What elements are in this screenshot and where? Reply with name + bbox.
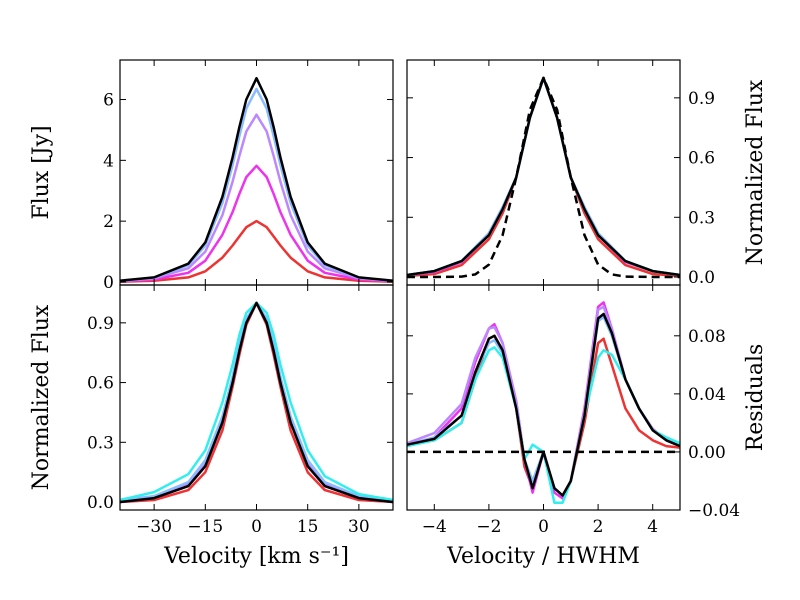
x-axis-label: Velocity / HWHM [446, 544, 640, 569]
series-line-violet-2 [119, 301, 394, 502]
reference-line-black-6 [407, 76, 680, 279]
axes-frame [406, 284, 681, 511]
series-line-magenta-1 [119, 301, 394, 504]
y-tick-label: 0.9 [688, 89, 715, 109]
y-tick-label: 0.0 [688, 268, 715, 288]
series-line-red-0 [119, 219, 394, 283]
y-tick-label: 0.0 [87, 493, 114, 513]
y-axis-label: Flux [Jy] [29, 125, 54, 219]
y-tick-label: 0.3 [688, 208, 715, 228]
y-tick-label: 0.9 [87, 314, 114, 334]
axes-frame [406, 59, 681, 286]
panel-tl: 0 2 4 6 Flux [Jy] [29, 59, 394, 293]
y-tick-label: 4 [103, 151, 114, 171]
y-tick-label: 6 [103, 91, 114, 111]
x-tick-label: −2 [476, 517, 501, 537]
y-axis-label: Residuals [743, 344, 768, 452]
panel-br: −0.04 0.00 0.04 0.08 −4 −2 0 2 4 Residuals Velocit… [406, 284, 768, 569]
x-tick-label: 0 [251, 517, 262, 537]
y-tick-label: 0 [103, 273, 114, 293]
series-line-cyan-4 [406, 76, 681, 277]
series-line-violet-2 [406, 305, 681, 497]
axes-frame [119, 284, 394, 511]
series-line-black-5 [406, 76, 681, 277]
series-line-red-0 [119, 301, 394, 504]
y-tick-label: 0.04 [688, 385, 726, 405]
series-line-red-0 [406, 76, 681, 278]
x-tick-label: −4 [422, 517, 447, 537]
series-line-black-4 [119, 76, 394, 282]
x-tick-label: −30 [136, 517, 172, 537]
x-tick-label: 4 [647, 517, 658, 537]
series-line-cyan-4 [119, 301, 394, 502]
y-axis-label: Normalized Flux [29, 304, 54, 490]
x-tick-label: 0 [538, 517, 549, 537]
series-line-black-5 [406, 312, 681, 497]
panel-bl: 0.0 0.3 0.6 0.9 −30 −15 0 15 30 Normalized Flux Ve… [29, 284, 394, 569]
series-line-magenta-1 [406, 301, 681, 500]
y-tick-label: 0.00 [688, 443, 726, 463]
x-tick-label: 15 [297, 517, 319, 537]
y-tick-label: 0.3 [87, 433, 114, 453]
series-line-lightblue-3 [119, 87, 394, 282]
y-axis-label: Normalized Flux [743, 79, 768, 265]
x-axis-label: Velocity [km s⁻¹] [163, 544, 349, 569]
series-line-red-0 [406, 334, 681, 497]
series-line-lightblue-3 [119, 301, 394, 502]
series-line-magenta-1 [406, 76, 681, 277]
y-tick-label: 2 [103, 212, 114, 232]
axes-frame [119, 59, 394, 286]
y-tick-label: 0.6 [688, 149, 715, 169]
series-line-black-5 [119, 301, 394, 504]
series-line-violet-2 [119, 113, 394, 283]
series-line-violet-2 [406, 76, 681, 277]
y-tick-label: 0.08 [688, 327, 726, 347]
y-tick-label: −0.04 [688, 501, 740, 521]
x-tick-label: 2 [593, 517, 604, 537]
y-tick-label: 0.6 [87, 374, 114, 394]
series-line-lightblue-3 [406, 76, 681, 277]
panel-tr: 0.0 0.3 0.6 0.9 Normalized Flux [406, 59, 768, 288]
x-tick-label: −15 [187, 517, 223, 537]
x-tick-label: 30 [348, 517, 370, 537]
series-line-magenta-1 [119, 164, 394, 283]
